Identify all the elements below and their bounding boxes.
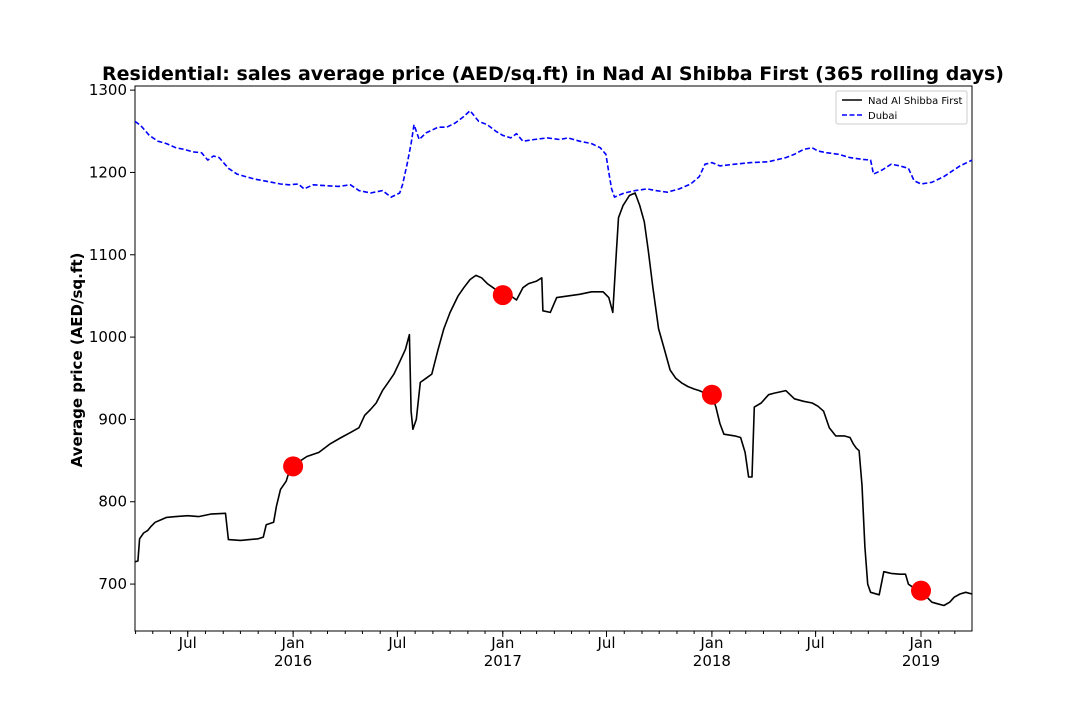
x-tick-year-label: 2018 xyxy=(693,652,731,670)
y-tick-label: 900 xyxy=(98,410,127,428)
x-tick-label: Jan xyxy=(699,634,723,652)
y-tick-label: 1000 xyxy=(89,328,127,346)
x-tick-label: Jul xyxy=(596,634,615,652)
y-tick-label: 800 xyxy=(98,493,127,511)
series-line-dubai xyxy=(134,109,973,198)
x-tick-label: Jul xyxy=(387,634,406,652)
y-tick-label: 700 xyxy=(98,575,127,593)
x-tick-label: Jul xyxy=(178,634,197,652)
x-tick-label: Jan xyxy=(908,634,932,652)
plot-frame xyxy=(134,85,973,632)
y-axis: 700 800 900 1000 1100 1200 1300 xyxy=(89,81,135,593)
marker-layer xyxy=(283,285,932,601)
x-tick-label: Jan xyxy=(490,634,514,652)
highlight-marker xyxy=(911,580,932,601)
plot-area xyxy=(134,85,973,632)
highlight-marker xyxy=(283,456,304,477)
y-tick-label: 1300 xyxy=(89,81,127,99)
legend-label-nad-al-shibba-first: Nad Al Shibba First xyxy=(868,96,963,107)
series-line-nad-al-shibba-first xyxy=(134,192,973,607)
chart-title: Residential: sales average price (AED/sq… xyxy=(102,63,1004,85)
highlight-marker xyxy=(701,384,722,405)
x-tick-year-label: 2017 xyxy=(484,652,522,670)
highlight-marker xyxy=(492,285,513,306)
series-layer xyxy=(134,109,973,607)
x-tick-year-label: 2016 xyxy=(274,652,312,670)
legend: Nad Al Shibba First Dubai xyxy=(835,90,968,125)
x-tick-label: Jan xyxy=(281,634,305,652)
x-tick-year-label: 2019 xyxy=(902,652,940,670)
y-tick-label: 1200 xyxy=(89,163,127,181)
legend-box xyxy=(835,90,968,125)
y-axis-label: Average price (AED/sq.ft) xyxy=(68,253,86,468)
x-tick-label: Jul xyxy=(806,634,825,652)
legend-label-dubai: Dubai xyxy=(868,111,897,122)
y-tick-label: 1100 xyxy=(89,246,127,264)
